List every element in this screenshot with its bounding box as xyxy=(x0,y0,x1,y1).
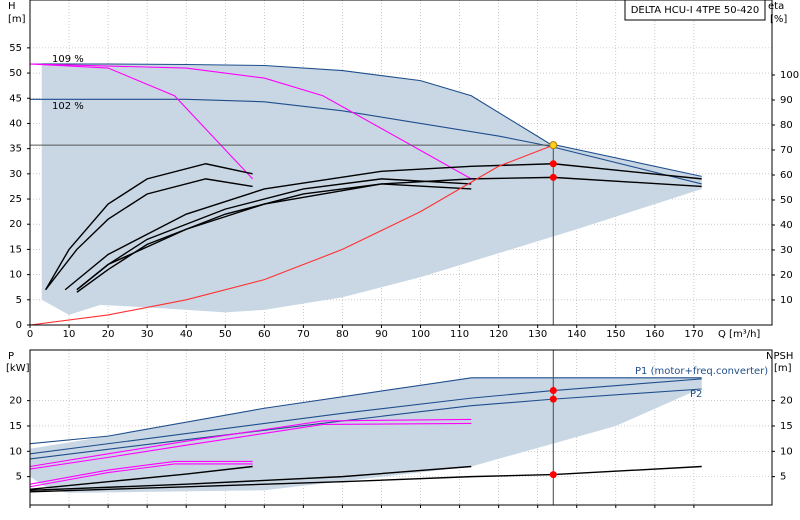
duty-point xyxy=(549,395,557,403)
x-tick-label: 90 xyxy=(375,329,388,340)
y2-axis-label: NPSH xyxy=(766,351,793,362)
y2-tick-label: 70 xyxy=(780,145,793,156)
y-tick-label: 30 xyxy=(9,169,22,180)
x-tick-label: 60 xyxy=(258,329,271,340)
y-tick-label: 15 xyxy=(9,421,22,432)
x-tick-label: 70 xyxy=(297,329,310,340)
curve xyxy=(30,63,472,180)
curve xyxy=(30,463,253,488)
curve xyxy=(30,465,702,493)
y2-axis-label: eta xyxy=(768,1,784,12)
y-tick-label: 45 xyxy=(9,93,22,104)
y-tick-label: 0 xyxy=(16,320,22,331)
x-tick-label: 160 xyxy=(645,329,664,340)
y-tick-label: 5 xyxy=(16,295,22,306)
y-tick-label: 55 xyxy=(9,43,22,54)
y2-tick-label: 100 xyxy=(780,70,799,81)
curve xyxy=(30,63,702,177)
curve xyxy=(30,378,702,455)
y2-tick-label: 5 xyxy=(780,472,786,483)
x-tick-label: 140 xyxy=(567,329,586,340)
chart-title: DELTA HCU-I 4TPE 50-420 xyxy=(631,5,760,16)
curve xyxy=(30,98,702,185)
x-axis-label: Q [m³/h] xyxy=(718,329,760,340)
y2-tick-label: 80 xyxy=(780,120,793,131)
duty-point xyxy=(549,173,557,181)
y2-tick-label: 50 xyxy=(780,195,793,206)
title-box xyxy=(624,0,766,21)
y2-tick-label: 20 xyxy=(780,270,793,281)
annotation: 109 % xyxy=(52,54,84,65)
plot-frame xyxy=(29,0,773,326)
x-tick-label: 110 xyxy=(450,329,469,340)
x-tick-label: 130 xyxy=(528,329,547,340)
curve xyxy=(64,163,702,291)
plot-frame xyxy=(29,349,773,506)
curve xyxy=(30,465,253,490)
y-axis-label: P xyxy=(8,351,14,362)
x-tick-label: 0 xyxy=(27,329,33,340)
y-tick-label: 20 xyxy=(9,219,22,230)
x-tick-label: 50 xyxy=(219,329,232,340)
x-tick-label: 150 xyxy=(606,329,625,340)
y2-tick-label: 10 xyxy=(780,295,793,306)
curve xyxy=(45,163,253,291)
y-tick-label: 35 xyxy=(9,144,22,155)
curve xyxy=(30,144,554,325)
y-tick-label: 25 xyxy=(9,194,22,205)
y2-axis-unit: [m] xyxy=(774,363,792,374)
y2-tick-label: 60 xyxy=(780,170,793,181)
y2-tick-label: 30 xyxy=(780,245,793,256)
y-axis-unit: [m] xyxy=(8,14,26,25)
duty-point xyxy=(549,141,558,150)
curve xyxy=(30,422,472,470)
y-tick-label: 10 xyxy=(9,446,22,457)
x-tick-label: 170 xyxy=(684,329,703,340)
y-tick-label: 5 xyxy=(16,472,22,483)
x-tick-label: 80 xyxy=(336,329,349,340)
annotation: 102 % xyxy=(52,101,84,112)
y2-tick-label: 40 xyxy=(780,220,793,231)
curve xyxy=(76,176,702,291)
x-tick-label: 40 xyxy=(180,329,193,340)
x-tick-label: 30 xyxy=(141,329,154,340)
duty-point xyxy=(549,387,557,395)
y-tick-label: 40 xyxy=(9,118,22,129)
y-tick-label: 50 xyxy=(9,68,22,79)
annotation: P2 xyxy=(690,389,702,400)
y2-tick-label: 15 xyxy=(780,421,793,432)
duty-point xyxy=(549,471,557,479)
x-tick-label: 120 xyxy=(489,329,508,340)
y-axis-label: H xyxy=(8,1,16,12)
curve xyxy=(30,63,254,180)
y-tick-label: 15 xyxy=(9,244,22,255)
x-tick-label: 100 xyxy=(411,329,430,340)
curve xyxy=(30,465,472,492)
y2-tick-label: 20 xyxy=(780,396,793,407)
curve xyxy=(45,178,253,291)
y-tick-label: 20 xyxy=(9,396,22,407)
y2-tick-label: 10 xyxy=(780,446,793,457)
curve xyxy=(30,388,702,460)
y2-tick-label: 90 xyxy=(780,95,793,106)
operating-range xyxy=(41,62,702,315)
x-tick-label: 10 xyxy=(63,329,76,340)
y2-axis-unit: [%] xyxy=(770,14,787,25)
y-tick-label: 10 xyxy=(9,270,22,281)
curve xyxy=(30,377,702,445)
x-tick-label: 20 xyxy=(102,329,115,340)
annotation: P1 (motor+freq.converter) xyxy=(635,366,768,377)
duty-point xyxy=(549,160,557,168)
y-axis-unit: [kW] xyxy=(6,363,30,374)
curve xyxy=(30,418,472,468)
curve xyxy=(30,460,253,485)
